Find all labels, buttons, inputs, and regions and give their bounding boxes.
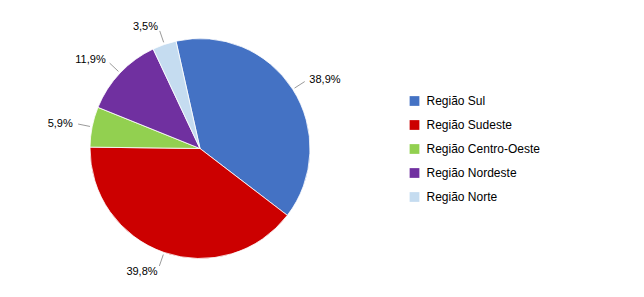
svg-text:Região Sul: Região Sul	[427, 94, 486, 108]
svg-text:5,9%: 5,9%	[48, 117, 73, 129]
svg-text:3,5%: 3,5%	[133, 20, 158, 32]
svg-text:Região Norte: Região Norte	[427, 190, 498, 204]
svg-text:38,9%: 38,9%	[309, 73, 340, 85]
svg-text:11,9%: 11,9%	[75, 53, 106, 65]
svg-text:Região Centro-Oeste: Região Centro-Oeste	[427, 142, 541, 156]
svg-text:Região Nordeste: Região Nordeste	[427, 166, 517, 180]
svg-text:39,8%: 39,8%	[126, 265, 157, 277]
svg-text:Região Sudeste: Região Sudeste	[427, 118, 513, 132]
